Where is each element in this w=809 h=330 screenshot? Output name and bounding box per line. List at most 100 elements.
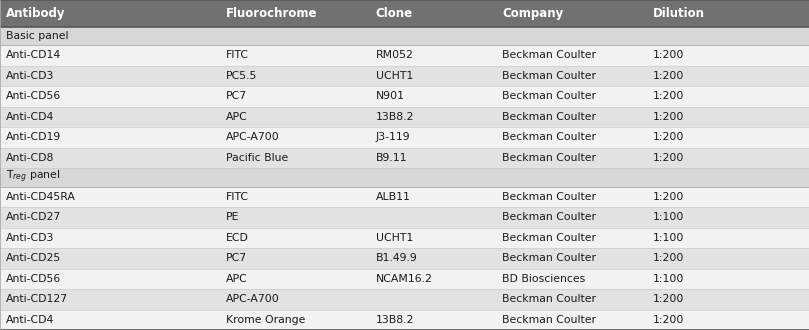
- Bar: [647, 269, 809, 289]
- Bar: [370, 207, 496, 227]
- Text: Anti-CD14: Anti-CD14: [6, 50, 61, 60]
- Bar: [0, 0, 220, 27]
- Bar: [0, 148, 220, 168]
- Text: PE: PE: [226, 212, 239, 222]
- Text: PC7: PC7: [226, 91, 248, 101]
- Bar: [370, 0, 496, 27]
- Bar: [496, 45, 647, 66]
- Bar: [370, 269, 496, 289]
- Bar: [0, 248, 220, 269]
- Bar: [496, 207, 647, 227]
- Text: J3-119: J3-119: [375, 132, 410, 142]
- Bar: [647, 227, 809, 248]
- Text: FITC: FITC: [226, 50, 249, 60]
- Text: Fluorochrome: Fluorochrome: [226, 7, 318, 20]
- Bar: [370, 86, 496, 107]
- Text: 1:200: 1:200: [653, 91, 684, 101]
- Bar: [496, 269, 647, 289]
- Bar: [0, 310, 220, 330]
- Text: FITC: FITC: [226, 192, 249, 202]
- Text: Anti-CD4: Anti-CD4: [6, 315, 54, 325]
- Text: Beckman Coulter: Beckman Coulter: [502, 50, 596, 60]
- Text: 1:100: 1:100: [653, 212, 684, 222]
- Bar: [496, 66, 647, 86]
- Text: T$_{reg}$ panel: T$_{reg}$ panel: [6, 169, 61, 185]
- Text: Beckman Coulter: Beckman Coulter: [502, 315, 596, 325]
- Bar: [496, 86, 647, 107]
- Text: 1:200: 1:200: [653, 294, 684, 304]
- Text: N901: N901: [375, 91, 404, 101]
- Text: Anti-CD56: Anti-CD56: [6, 274, 61, 284]
- Text: UCHT1: UCHT1: [375, 233, 413, 243]
- Text: Beckman Coulter: Beckman Coulter: [502, 212, 596, 222]
- Text: 13B8.2: 13B8.2: [375, 315, 414, 325]
- Text: 1:200: 1:200: [653, 153, 684, 163]
- Bar: [220, 0, 370, 27]
- Text: ALB11: ALB11: [375, 192, 411, 202]
- Bar: [370, 148, 496, 168]
- Text: Anti-CD56: Anti-CD56: [6, 91, 61, 101]
- Bar: [370, 310, 496, 330]
- Text: Dilution: Dilution: [653, 7, 705, 20]
- Bar: [496, 310, 647, 330]
- Text: Company: Company: [502, 7, 563, 20]
- Text: 1:200: 1:200: [653, 50, 684, 60]
- Bar: [0, 27, 809, 45]
- Bar: [220, 289, 370, 310]
- Text: PC5.5: PC5.5: [226, 71, 257, 81]
- Text: PC7: PC7: [226, 253, 248, 263]
- Text: Anti-CD3: Anti-CD3: [6, 233, 54, 243]
- Bar: [496, 227, 647, 248]
- Bar: [647, 207, 809, 227]
- Bar: [647, 248, 809, 269]
- Text: 1:200: 1:200: [653, 253, 684, 263]
- Text: 1:200: 1:200: [653, 192, 684, 202]
- Text: NCAM16.2: NCAM16.2: [375, 274, 433, 284]
- Text: Beckman Coulter: Beckman Coulter: [502, 112, 596, 122]
- Bar: [220, 45, 370, 66]
- Text: Beckman Coulter: Beckman Coulter: [502, 192, 596, 202]
- Bar: [647, 66, 809, 86]
- Bar: [496, 289, 647, 310]
- Bar: [220, 310, 370, 330]
- Text: ECD: ECD: [226, 233, 249, 243]
- Bar: [370, 127, 496, 148]
- Bar: [0, 168, 809, 186]
- Text: 1:100: 1:100: [653, 233, 684, 243]
- Bar: [220, 66, 370, 86]
- Bar: [370, 289, 496, 310]
- Text: 1:200: 1:200: [653, 71, 684, 81]
- Bar: [496, 186, 647, 207]
- Bar: [0, 86, 220, 107]
- Text: Anti-CD127: Anti-CD127: [6, 294, 68, 304]
- Bar: [370, 227, 496, 248]
- Bar: [496, 127, 647, 148]
- Bar: [220, 248, 370, 269]
- Bar: [647, 310, 809, 330]
- Bar: [0, 45, 220, 66]
- Text: Beckman Coulter: Beckman Coulter: [502, 91, 596, 101]
- Bar: [647, 127, 809, 148]
- Bar: [220, 107, 370, 127]
- Text: Anti-CD3: Anti-CD3: [6, 71, 54, 81]
- Text: Beckman Coulter: Beckman Coulter: [502, 153, 596, 163]
- Text: Beckman Coulter: Beckman Coulter: [502, 132, 596, 142]
- Bar: [370, 248, 496, 269]
- Text: Anti-CD4: Anti-CD4: [6, 112, 54, 122]
- Text: 13B8.2: 13B8.2: [375, 112, 414, 122]
- Bar: [220, 269, 370, 289]
- Text: B1.49.9: B1.49.9: [375, 253, 417, 263]
- Text: Anti-CD27: Anti-CD27: [6, 212, 61, 222]
- Bar: [220, 148, 370, 168]
- Bar: [496, 248, 647, 269]
- Bar: [370, 107, 496, 127]
- Text: Beckman Coulter: Beckman Coulter: [502, 294, 596, 304]
- Bar: [647, 45, 809, 66]
- Bar: [0, 186, 220, 207]
- Bar: [647, 148, 809, 168]
- Text: B9.11: B9.11: [375, 153, 407, 163]
- Bar: [370, 45, 496, 66]
- Bar: [647, 86, 809, 107]
- Text: APC-A700: APC-A700: [226, 294, 280, 304]
- Text: Clone: Clone: [375, 7, 413, 20]
